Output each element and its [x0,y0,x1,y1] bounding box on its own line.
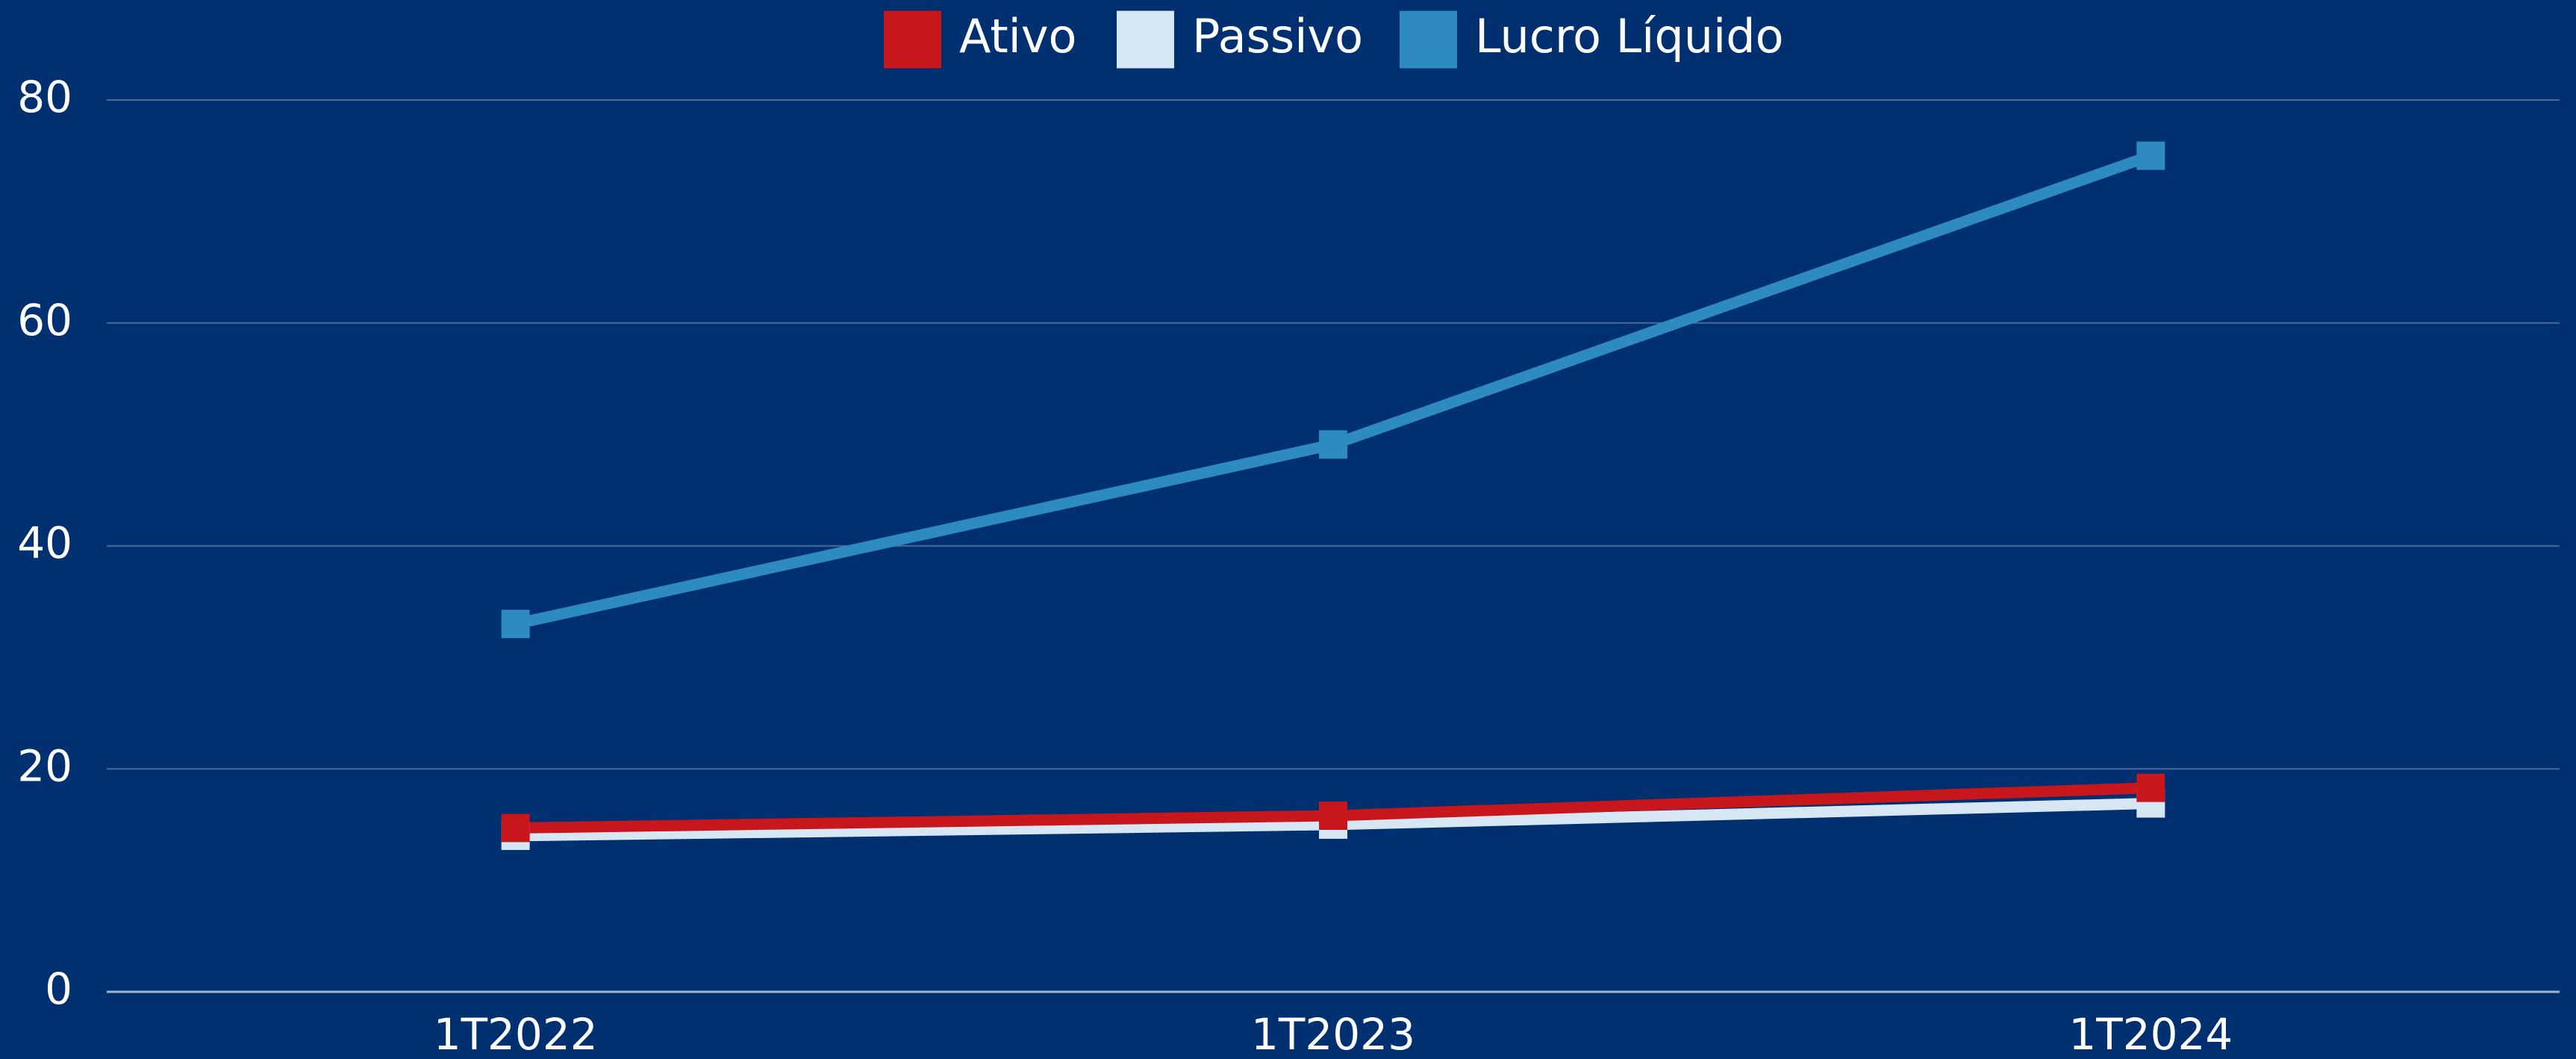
marker [1319,430,1347,459]
x-tick-label: 1T2022 [434,1009,598,1059]
legend-swatch [884,10,941,69]
marker [2136,141,2165,170]
marker [501,610,530,639]
y-tick-label: 60 [17,295,72,346]
y-tick-label: 80 [17,72,72,122]
x-tick-label: 1T2024 [2068,1009,2233,1059]
marker [1319,801,1347,830]
y-tick-label: 20 [17,740,72,791]
marker [501,813,530,843]
legend-swatch [1117,10,1174,69]
x-tick-label: 1T2023 [1251,1009,1415,1059]
marker [2136,773,2165,802]
legend-label: Lucro Líquido [1475,9,1784,63]
y-tick-label: 0 [45,963,72,1014]
legend-label: Passivo [1192,9,1363,63]
legend-swatch [1400,10,1457,69]
y-tick-label: 40 [17,518,72,569]
legend-label: Ativo [959,9,1076,63]
